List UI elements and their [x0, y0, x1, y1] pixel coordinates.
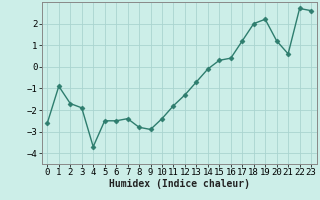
X-axis label: Humidex (Indice chaleur): Humidex (Indice chaleur) [109, 179, 250, 189]
